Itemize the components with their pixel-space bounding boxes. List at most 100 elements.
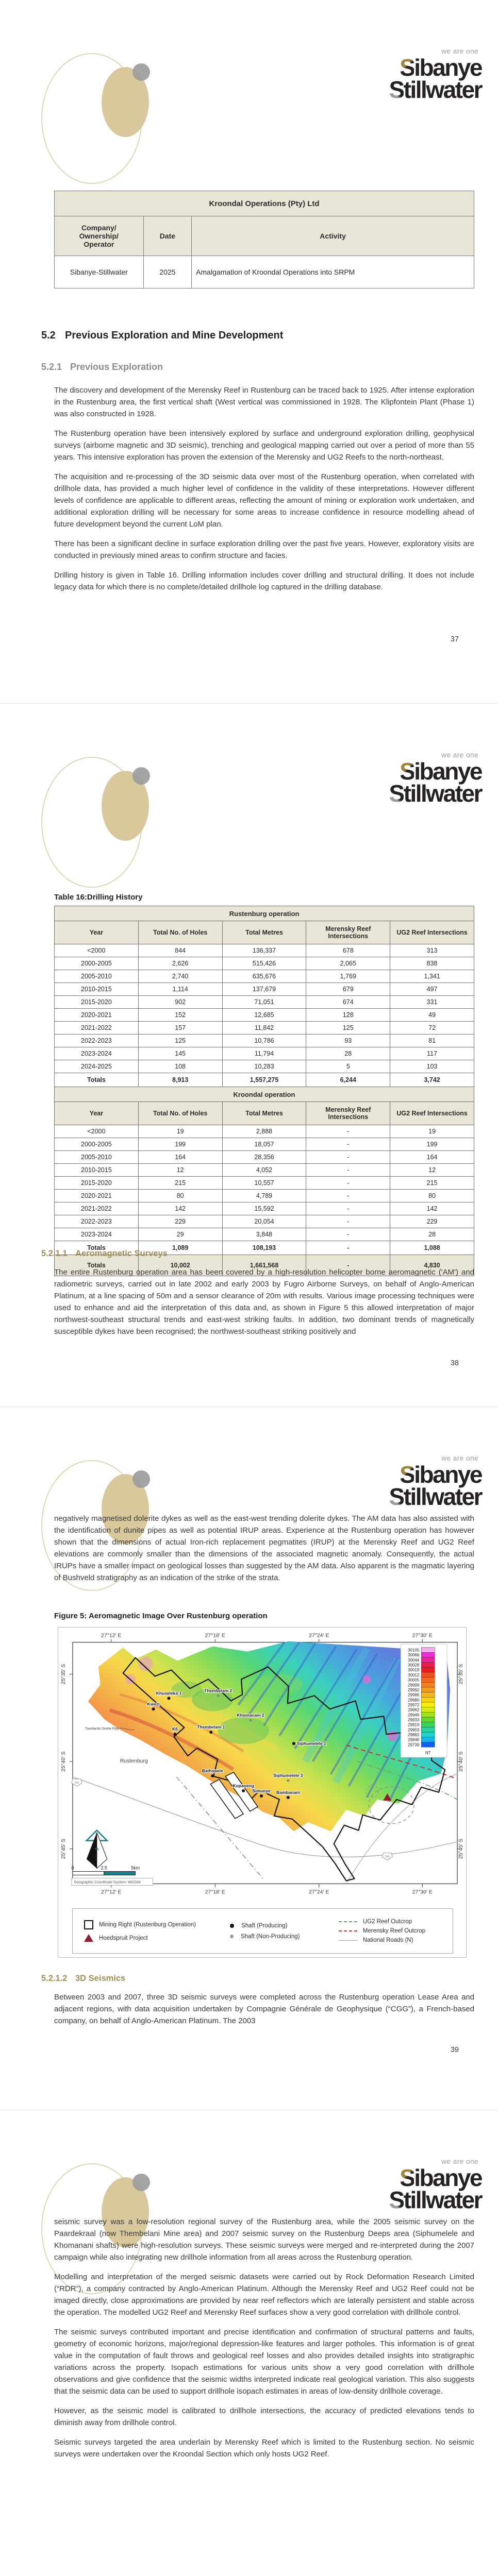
legend-label: UG2 Reef Outcrop (362, 1919, 412, 1925)
shaft-label: Kwezi (147, 1701, 160, 1706)
table-cell: 2021-2022 (54, 1202, 139, 1215)
section-title: 3D Seismics (75, 1974, 126, 1983)
totals-cell: 1,557,275 (222, 1073, 307, 1087)
table-cell: - (306, 1150, 391, 1164)
table-row: 2021-2022 142 15,592-142 (54, 1202, 474, 1215)
table-cell: 679 (306, 982, 391, 996)
table-cell: 157 (138, 1021, 223, 1035)
y-axis-label: 25°35' S (61, 1664, 67, 1684)
column-header: Total Metres (222, 1101, 307, 1125)
logo-text: S (400, 1461, 416, 1488)
document-page-38: we are one Sibanye Stillwater Table 16:D… (0, 703, 498, 1407)
table-cell: <2000 (54, 944, 139, 957)
colorbar-value: 29903 (408, 1727, 420, 1732)
section-title: Aeromagnetic Surveys (75, 1249, 168, 1258)
triangle-icon (84, 1934, 93, 1942)
colorbar-value: 30019 (408, 1668, 420, 1672)
grand-total-cell: 1,661,568 (222, 1255, 307, 1276)
totals-cell: Totals (54, 1241, 139, 1255)
shaft-label: Bathopele (202, 1768, 223, 1773)
table-row: 2024-2025 108 10,283 5 103 (54, 1060, 474, 1073)
page-number: 39 (450, 2046, 459, 2054)
table-cell: 2023-2024 (54, 1228, 139, 1241)
section-title: Previous Exploration and Mine Developmen… (65, 330, 284, 341)
table-cell: 2020-2021 (54, 1008, 139, 1022)
colorbar-swatch (421, 1702, 435, 1707)
true-north-label: TN (95, 1849, 99, 1852)
legend-label: Shaft (Producing) (241, 1922, 288, 1929)
table-cell: 2023-2024 (54, 1047, 139, 1060)
y-axis-label: 25°45' S (458, 1839, 464, 1859)
totals-cell: 8,913 (138, 1073, 223, 1087)
table-cell: 10,557 (222, 1176, 307, 1190)
subsection-heading: 5.2.1.1 Aeromagnetic Surveys (41, 1249, 168, 1259)
company-logo: we are one Sibanye Stillwater (332, 2158, 483, 2213)
body-paragraph: negatively magnetised dolerite dykes as … (54, 1514, 474, 1582)
body-paragraph: However, as the seismic model is calibra… (54, 2406, 474, 2427)
legend-label: Mining Right (Rustenburg Operation) (99, 1922, 196, 1928)
table-cell: 93 (306, 1034, 391, 1047)
company-logo: we are one Sibanye Stillwater (332, 1454, 483, 1509)
crs-label: Geographic Coordinate System: WGS84 (74, 1880, 141, 1884)
logo-tagline: we are one (441, 751, 478, 759)
totals-cell: 1,089 (138, 1241, 223, 1255)
logo-word-sibanye: Sibanye (332, 758, 483, 785)
column-header: Merensky Reef Intersections (306, 1101, 391, 1125)
table-row: Sibanye-Stillwater 2025 Amalgamation of … (54, 256, 474, 289)
grand-totals-row: Totals 10,002 1,661,568-4,830 (54, 1255, 474, 1276)
shaft-marker-icon (242, 1789, 245, 1792)
section-heading: 5.2 Previous Exploration and Mine Develop… (41, 330, 283, 342)
table-row: 2022-2023 125 10,786 93 81 (54, 1034, 474, 1047)
totals-cell: - (306, 1241, 391, 1255)
y-axis-label: 25°35' S (458, 1664, 464, 1684)
road-shield-label: N4 (385, 1855, 390, 1859)
legend-item: Shaft (Producing) (228, 1923, 327, 1929)
table-cell: 164 (138, 1150, 223, 1164)
document-page-39: we are one Sibanye Stillwater negatively… (0, 1406, 498, 2110)
road-line (72, 1776, 458, 1858)
logo-text: ibanye (414, 758, 483, 785)
grand-total-cell: 10,002 (138, 1255, 223, 1276)
colorbar-value: 29949 (408, 1713, 420, 1717)
shaft-label: Siphumelele 1 (297, 1741, 326, 1746)
body-text: Between 2003 and 2007, three 3D seismic … (54, 1991, 474, 2035)
table-cell: 844 (138, 944, 223, 957)
colorbar-value: 29883 (408, 1733, 420, 1737)
road-line (346, 1773, 458, 1884)
body-paragraph: Modelling and interpretation of the merg… (54, 2273, 474, 2317)
shaft-label: Simunye (252, 1788, 271, 1793)
colorbar-swatch (421, 1682, 435, 1688)
column-header: Total No. of Holes (138, 921, 223, 944)
table-cell: 838 (390, 957, 474, 970)
table-cell: 19 (138, 1125, 223, 1138)
colorbar-value: 30005 (408, 1678, 420, 1683)
legend-label: Hoedspruit Project (99, 1935, 148, 1941)
column-header: Company/ Ownership/ Operator (54, 216, 144, 256)
shaft-label: Khuseleka 1 (156, 1690, 182, 1696)
table-cell: - (306, 1163, 391, 1177)
legend-item: Merensky Reef Outcrop (338, 1928, 453, 1934)
legend-item: Shaft (Non-Producing) (228, 1934, 327, 1940)
subsection-heading: 5.2.1 Previous Exploration (41, 362, 163, 372)
body-paragraph: The seismic surveys contributed importan… (54, 2328, 474, 2396)
x-axis-label: 27°30' E (412, 1633, 433, 1639)
grand-total-cell: - (306, 1255, 391, 1276)
section-title: Previous Exploration (70, 362, 163, 372)
section-number: 5.2.1.2 (41, 1974, 68, 1983)
column-header: Total No. of Holes (138, 1101, 223, 1125)
table-cell: 2,065 (306, 957, 391, 970)
shaft-marker-icon (152, 1707, 155, 1711)
dot-black-icon (230, 1923, 235, 1928)
table-cell: 29 (138, 1228, 223, 1241)
body-paragraph: The Rustenburg operation have been inten… (54, 429, 474, 462)
section-number: 5.2.1.1 (41, 1249, 68, 1258)
subsection-heading: 5.2.1.2 3D Seismics (41, 1974, 125, 1984)
page-number: 37 (450, 635, 459, 643)
table-cell: - (306, 1202, 391, 1215)
table-cell: 2000-2005 (54, 1138, 139, 1151)
logo-text: S (389, 2186, 405, 2213)
table-cell: 72 (390, 1021, 474, 1035)
table-cell: 199 (390, 1138, 474, 1151)
crs-note: Geographic Coordinate System: WGS84 (71, 1878, 153, 1886)
table-cell: 2015-2020 (54, 995, 139, 1009)
